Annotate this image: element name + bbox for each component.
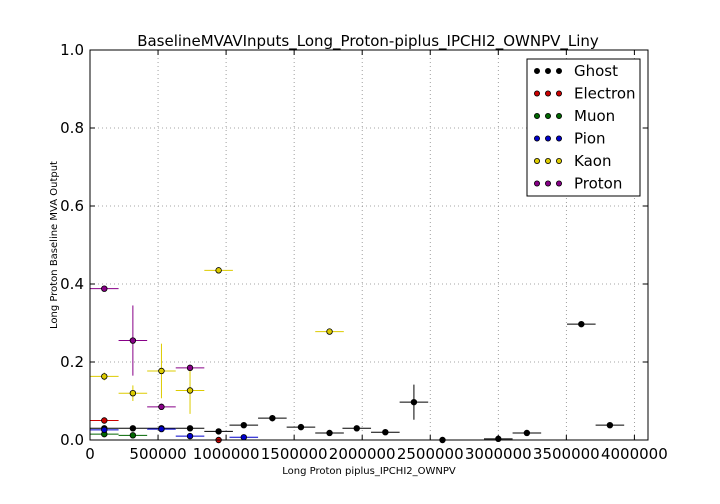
data-point [186, 432, 194, 440]
data-point [158, 425, 165, 433]
legend-marker [545, 90, 552, 97]
data-point [523, 429, 531, 437]
series-ghost [90, 320, 625, 444]
data-point [578, 320, 585, 328]
axis-ticks: 0 500000 1000000 1500000 2000000 2500000 30000… [60, 41, 668, 463]
data-point [353, 425, 360, 432]
x-tick-label: 1500000 [261, 445, 328, 463]
data-point [326, 328, 333, 335]
x-tick-label: 0 [85, 445, 95, 463]
y-tick-label: 0.2 [60, 353, 84, 371]
legend-marker [534, 135, 541, 142]
legend-label: Ghost [574, 62, 618, 80]
legend-entry-pion: Pion [534, 130, 606, 148]
plot-frame [89, 49, 649, 441]
legend-marker [534, 68, 541, 75]
legend-entry-kaon: Kaon [534, 152, 611, 170]
series-kaon [90, 267, 344, 414]
legend-entry-electron: Electron [534, 85, 636, 103]
legend-marker [545, 135, 552, 142]
legend-label: Muon [574, 107, 615, 125]
data-point [158, 367, 165, 375]
legend-marker [545, 68, 552, 75]
legend-marker [534, 157, 541, 164]
legend-marker [556, 68, 563, 75]
data-point [186, 364, 194, 372]
data-point [297, 423, 305, 431]
x-tick-label: 3500000 [533, 445, 600, 463]
data-point [101, 417, 108, 424]
series-proton [90, 285, 205, 411]
x-tick-label: 2000000 [329, 445, 396, 463]
data-point [129, 425, 137, 432]
legend-box [526, 58, 641, 197]
data-point [129, 337, 137, 344]
legend-label: Proton [574, 175, 622, 193]
legend-entry-muon: Muon [534, 107, 615, 125]
legend-label: Kaon [574, 152, 611, 170]
chart-title: BaselineMVAVInputs_Long_Proton-piplus_IP… [137, 32, 599, 51]
legend-entry-proton: Proton [534, 175, 622, 193]
data-point [186, 387, 194, 394]
y-tick-label: 0.6 [60, 197, 84, 215]
y-tick-label: 0.8 [60, 119, 84, 137]
data-point [240, 421, 247, 429]
legend-label: Pion [574, 130, 606, 148]
y-tick-label: 0.0 [60, 431, 84, 449]
data-point [186, 425, 194, 432]
legend-marker [534, 113, 541, 120]
y-axis-label: Long Proton Baseline MVA Output [49, 161, 60, 329]
x-axis-label: Long Proton piplus_IPCHI2_OWNPV [282, 466, 456, 477]
legend-marker [534, 90, 541, 97]
y-tick-label: 1.0 [60, 41, 84, 59]
y-tick-label: 0.4 [60, 275, 84, 293]
legend-marker [545, 180, 552, 187]
data-point [326, 429, 333, 437]
legend-marker [556, 113, 563, 120]
legend-marker [556, 180, 563, 187]
x-tick-label: 1000000 [193, 445, 260, 463]
series-muon [90, 430, 148, 439]
legend: Ghost Electron Muon Pion Kaon Proton [526, 58, 641, 197]
data-point [129, 390, 137, 397]
legend-marker [556, 157, 563, 164]
legend-marker [534, 180, 541, 187]
legend-label: Electron [574, 85, 636, 103]
data-point [606, 421, 614, 429]
legend-marker [556, 135, 563, 142]
legend-marker [556, 90, 563, 97]
legend-entry-ghost: Ghost [534, 62, 618, 80]
plot-area [90, 267, 625, 444]
data-point [158, 403, 165, 411]
x-tick-label: 3000000 [465, 445, 532, 463]
x-tick-label: 4000000 [601, 445, 668, 463]
x-tick-label: 2500000 [397, 445, 464, 463]
data-point [101, 426, 108, 434]
data-point [240, 434, 247, 441]
data-point [215, 428, 222, 435]
data-point [129, 432, 137, 439]
data-point [410, 398, 418, 406]
data-point [269, 414, 276, 422]
data-point [101, 285, 108, 292]
data-point [215, 267, 222, 274]
legend-marker [545, 113, 552, 120]
data-point [382, 429, 389, 436]
x-tick-label: 500000 [129, 445, 186, 463]
data-point [101, 373, 108, 380]
series-pion [90, 425, 259, 441]
legend-marker [545, 157, 552, 164]
